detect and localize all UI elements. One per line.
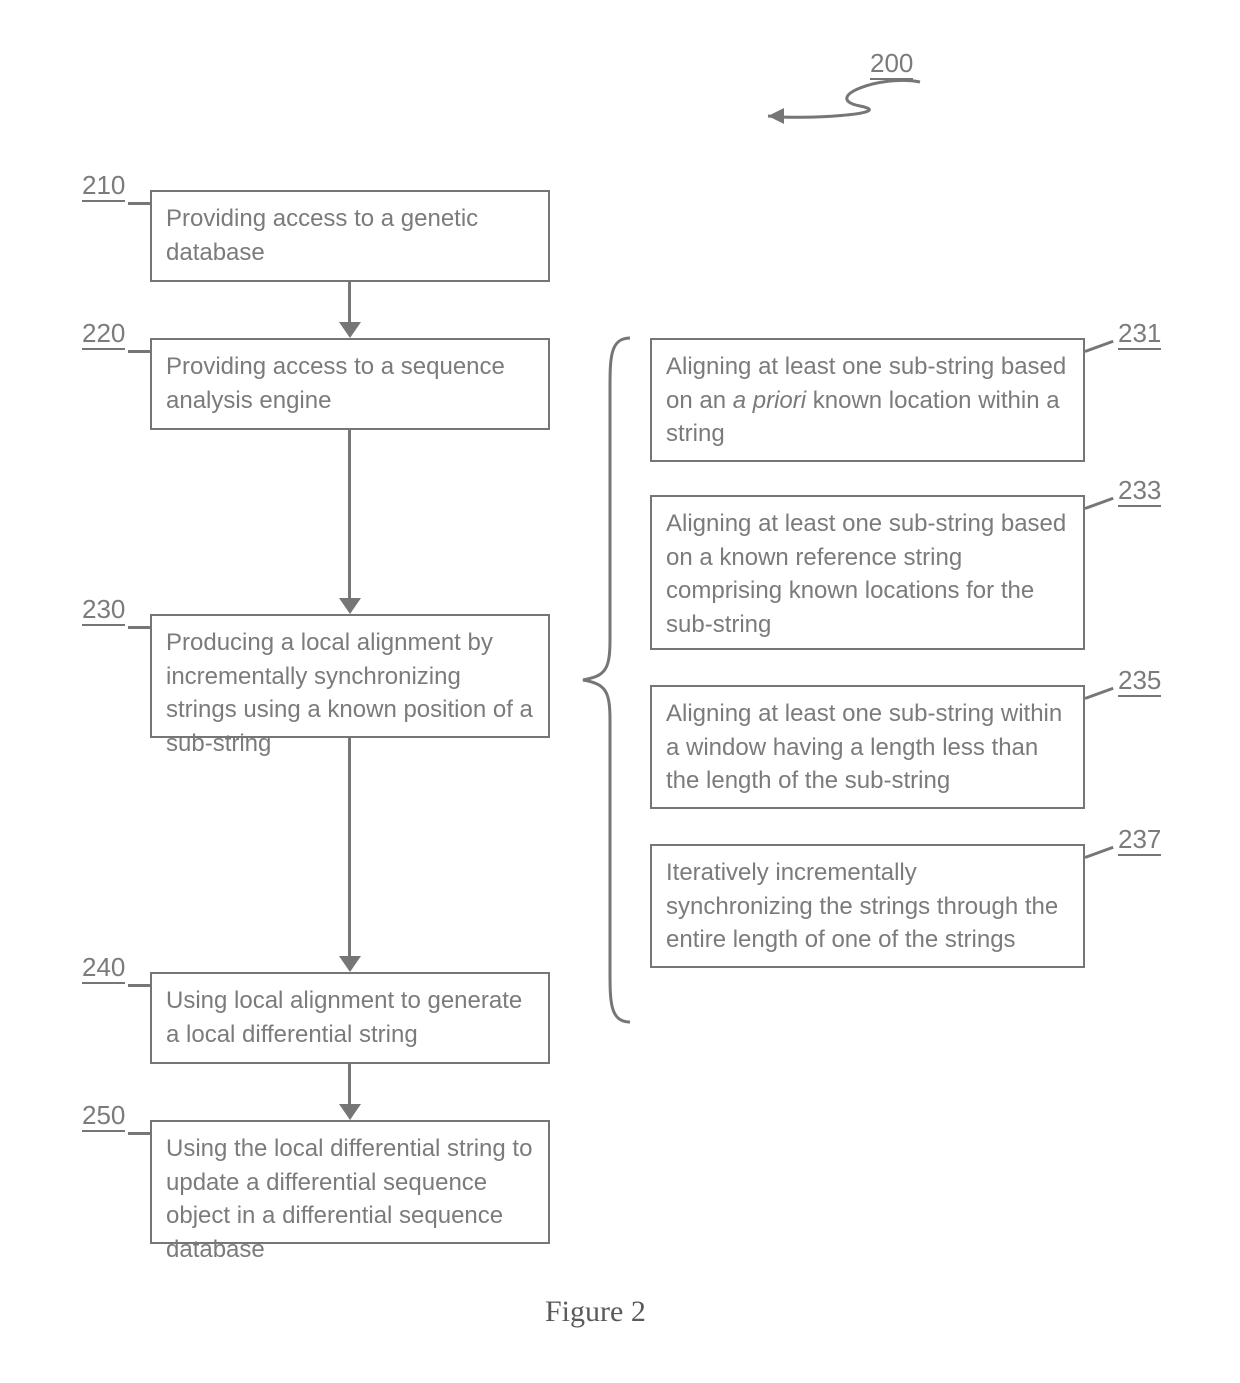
arrow-230-240-head	[339, 956, 361, 972]
arrow-220-230-line	[348, 430, 351, 600]
step-250-text: Using the local differential string to u…	[166, 1132, 534, 1266]
step-233-text: Aligning at least one sub-string based o…	[666, 507, 1069, 641]
ref-233-label: 233	[1118, 475, 1161, 506]
step-240-text: Using local alignment to generate a loca…	[166, 984, 534, 1051]
step-231-text: Aligning at least one sub-string based o…	[666, 350, 1069, 451]
step-235-text: Aligning at least one sub-string within …	[666, 697, 1069, 798]
ref-220-label: 220	[82, 318, 125, 349]
ref-233-tick	[1084, 497, 1113, 510]
ref-235-tick	[1084, 687, 1113, 700]
ref-237-tick	[1084, 846, 1113, 859]
arrow-240-250-head	[339, 1104, 361, 1120]
step-220-text: Providing access to a sequence analysis …	[166, 350, 534, 417]
brace-icon	[575, 330, 635, 1030]
arrow-220-230-head	[339, 598, 361, 614]
ref-240-label: 240	[82, 952, 125, 983]
ref-210-tick	[128, 202, 150, 205]
ref-231-label: 231	[1118, 318, 1161, 349]
step-230-box: Producing a local alignment by increment…	[150, 614, 550, 738]
step-237-text: Iteratively incrementally synchronizing …	[666, 856, 1069, 957]
overall-ref-arrow	[760, 76, 930, 136]
ref-230-label: 230	[82, 594, 125, 625]
step-231-box: Aligning at least one sub-string based o…	[650, 338, 1085, 462]
ref-231-tick	[1084, 340, 1113, 353]
overall-ref-label: 200	[870, 48, 913, 79]
ref-250-tick	[128, 1132, 150, 1135]
ref-250-label: 250	[82, 1100, 125, 1131]
figure-caption: Figure 2	[545, 1295, 646, 1329]
step-240-box: Using local alignment to generate a loca…	[150, 972, 550, 1064]
step-233-box: Aligning at least one sub-string based o…	[650, 495, 1085, 650]
ref-230-tick	[128, 626, 150, 629]
step-250-box: Using the local differential string to u…	[150, 1120, 550, 1244]
ref-210-label: 210	[82, 170, 125, 201]
arrow-210-220-head	[339, 322, 361, 338]
step-220-box: Providing access to a sequence analysis …	[150, 338, 550, 430]
arrow-230-240-line	[348, 738, 351, 958]
ref-220-tick	[128, 350, 150, 353]
ref-235-label: 235	[1118, 665, 1161, 696]
step-237-box: Iteratively incrementally synchronizing …	[650, 844, 1085, 968]
step-235-box: Aligning at least one sub-string within …	[650, 685, 1085, 809]
step-210-text: Providing access to a genetic database	[166, 202, 534, 269]
ref-237-label: 237	[1118, 824, 1161, 855]
ref-240-tick	[128, 984, 150, 987]
arrow-210-220-line	[348, 282, 351, 324]
step-210-box: Providing access to a genetic database	[150, 190, 550, 282]
arrow-240-250-line	[348, 1064, 351, 1106]
